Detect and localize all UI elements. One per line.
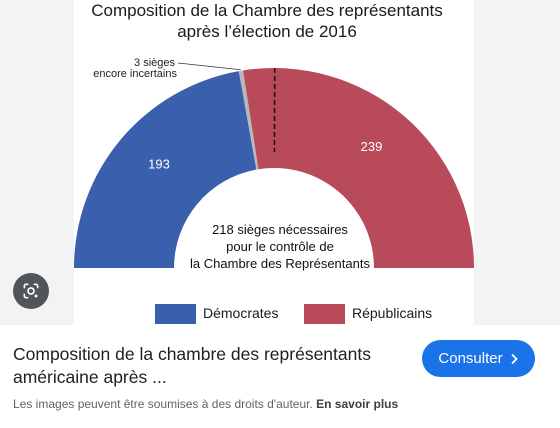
- threshold-label-line-1: 218 sièges nécessaires: [212, 222, 348, 237]
- result-title[interactable]: Composition de la chambre des représenta…: [13, 344, 371, 387]
- uncertain-leader-line: [177, 62, 241, 71]
- slice-democrates: [74, 71, 257, 269]
- chart-figure: Composition de la Chambre des représenta…: [74, 0, 474, 325]
- legend-swatch-republicains: [304, 304, 345, 324]
- copyright-notice: Les images peuvent être soumises à des d…: [13, 397, 398, 411]
- slice-value-label-republicains: 239: [361, 139, 383, 154]
- slice-republicains: [243, 68, 474, 268]
- uncertain-note-line-1: 3 sièges: [134, 57, 175, 69]
- legend-swatch-democrates: [155, 304, 196, 324]
- uncertain-note-line-2: encore incertains: [93, 68, 177, 80]
- google-lens-icon: [23, 283, 39, 299]
- legend-label-republicains: Républicains: [352, 305, 432, 321]
- house-composition-chart: Composition de la Chambre des représenta…: [74, 1, 474, 324]
- legend-label-democrates: Démocrates: [203, 305, 278, 321]
- chevron-right-icon: [510, 353, 518, 364]
- copyright-text: Les images peuvent être soumises à des d…: [13, 397, 313, 411]
- chart-title-line-2: après l’élection de 2016: [177, 22, 357, 41]
- slice-uncertain: [238, 70, 259, 170]
- image-preview[interactable]: Composition de la Chambre des représenta…: [0, 0, 560, 325]
- learn-more-link[interactable]: En savoir plus: [316, 397, 399, 411]
- consult-button-label: Consulter: [438, 350, 503, 367]
- threshold-label-line-3: la Chambre des Représentants: [190, 256, 370, 271]
- google-lens-button[interactable]: [13, 273, 49, 309]
- slice-value-label-democrates: 193: [148, 157, 170, 172]
- chart-slices: 193 239: [74, 68, 474, 269]
- result-info-panel: Composition de la chambre des représenta…: [0, 325, 560, 428]
- threshold-label-line-2: pour le contrôle de: [226, 239, 334, 254]
- consult-button[interactable]: Consulter: [422, 340, 535, 377]
- chart-legend: Démocrates Républicains: [155, 304, 432, 324]
- chart-title-line-1: Composition de la Chambre des représenta…: [91, 1, 443, 20]
